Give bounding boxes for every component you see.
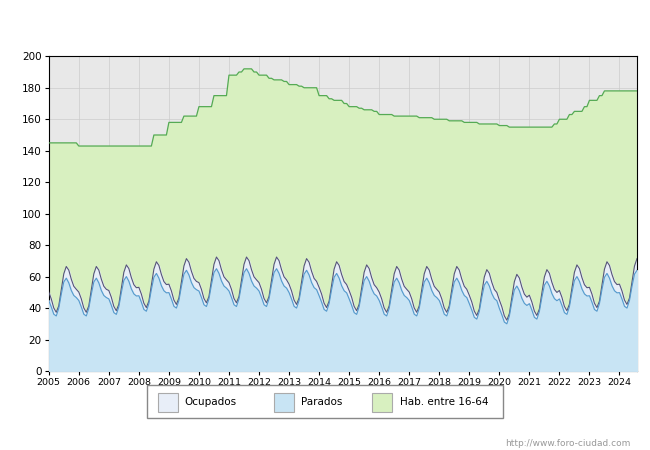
Text: http://www.foro-ciudad.com: http://www.foro-ciudad.com: [505, 439, 630, 448]
Text: Ocupados: Ocupados: [185, 397, 237, 407]
Bar: [157, 393, 177, 411]
Text: Hab. entre 16-64: Hab. entre 16-64: [400, 397, 488, 407]
Text: Parados: Parados: [302, 397, 343, 407]
FancyBboxPatch shape: [147, 385, 503, 418]
Bar: [274, 393, 294, 411]
Text: Alins - Evolucion de la poblacion en edad de Trabajar Agosto de 2024: Alins - Evolucion de la poblacion en eda…: [94, 17, 556, 30]
Bar: [372, 393, 393, 411]
